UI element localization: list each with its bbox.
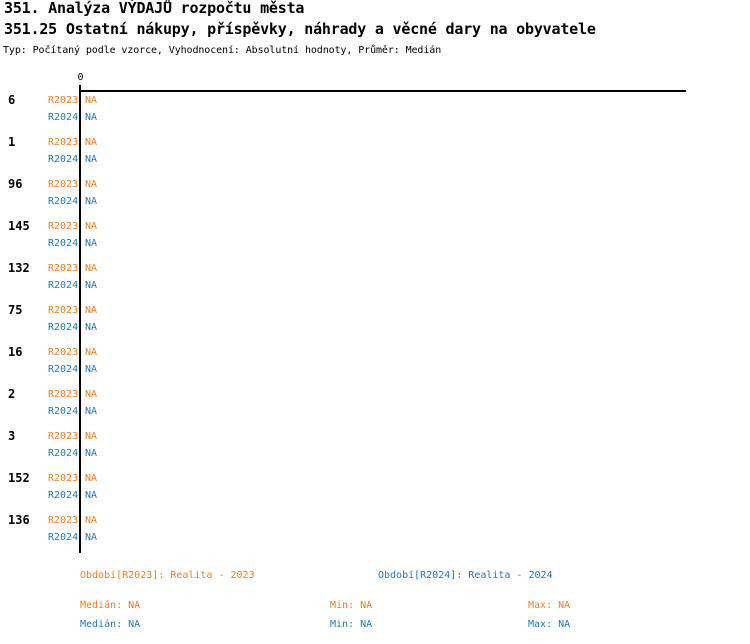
chart-row-group: 136 R2023 NA R2024 NA bbox=[0, 513, 750, 545]
series-r2023-value: NA bbox=[85, 515, 98, 526]
series-r2024-value: NA bbox=[85, 448, 98, 459]
x-axis-zero-tick-label: 0 bbox=[77, 72, 84, 83]
series-r2024-label: R2024 bbox=[48, 280, 79, 291]
chart-row-group: 1 R2023 NA R2024 NA bbox=[0, 135, 750, 167]
chart-meta-line: Typ: Počítaný podle vzorce, Vyhodnocení:… bbox=[3, 45, 442, 56]
series-r2024-label: R2024 bbox=[48, 196, 79, 207]
series-r2023-label: R2023 bbox=[48, 95, 79, 106]
series-r2023-value: NA bbox=[85, 431, 98, 442]
chart-row-group: 145 R2023 NA R2024 NA bbox=[0, 219, 750, 251]
series-r2024-label: R2024 bbox=[48, 364, 79, 375]
series-r2023-label: R2023 bbox=[48, 305, 79, 316]
row-category-label: 145 bbox=[8, 219, 30, 233]
y-axis-line bbox=[79, 85, 81, 553]
series-r2024-value: NA bbox=[85, 532, 98, 543]
chart-rows: 6 R2023 NA R2024 NA 1 R2023 NA R2024 NA … bbox=[0, 93, 750, 545]
stats-r2023-max: Max: NA bbox=[528, 600, 571, 611]
chart-row-group: 16 R2023 NA R2024 NA bbox=[0, 345, 750, 377]
row-category-label: 3 bbox=[8, 429, 16, 443]
series-r2023-label: R2023 bbox=[48, 263, 79, 274]
series-r2024-label: R2024 bbox=[48, 238, 79, 249]
series-r2023-label: R2023 bbox=[48, 221, 79, 232]
series-r2024-label: R2024 bbox=[48, 448, 79, 459]
series-r2023-label: R2023 bbox=[48, 515, 79, 526]
row-category-label: 132 bbox=[8, 261, 30, 275]
series-r2023-value: NA bbox=[85, 305, 98, 316]
stats-r2024-median: Medián: NA bbox=[80, 619, 141, 630]
stats-r2024-min: Min: NA bbox=[330, 619, 373, 630]
series-r2023-value: NA bbox=[85, 347, 98, 358]
series-r2024-value: NA bbox=[85, 238, 98, 249]
series-r2024-label: R2024 bbox=[48, 532, 79, 543]
series-r2023-label: R2023 bbox=[48, 431, 79, 442]
series-r2023-value: NA bbox=[85, 137, 98, 148]
legend-period-r2023: Období[R2023]: Realita - 2023 bbox=[80, 570, 255, 581]
series-r2024-value: NA bbox=[85, 280, 98, 291]
row-category-label: 136 bbox=[8, 513, 30, 527]
chart-row-group: 132 R2023 NA R2024 NA bbox=[0, 261, 750, 293]
series-r2023-label: R2023 bbox=[48, 389, 79, 400]
series-r2023-value: NA bbox=[85, 221, 98, 232]
chart-row-group: 6 R2023 NA R2024 NA bbox=[0, 93, 750, 125]
series-r2023-label: R2023 bbox=[48, 347, 79, 358]
series-r2024-label: R2024 bbox=[48, 322, 79, 333]
chart-row-group: 152 R2023 NA R2024 NA bbox=[0, 471, 750, 503]
stats-r2023-min: Min: NA bbox=[330, 600, 373, 611]
page-subtitle: 351.25 Ostatní nákupy, příspěvky, náhrad… bbox=[4, 20, 596, 38]
row-category-label: 75 bbox=[8, 303, 23, 317]
chart-row-group: 75 R2023 NA R2024 NA bbox=[0, 303, 750, 335]
series-r2023-value: NA bbox=[85, 95, 98, 106]
row-category-label: 152 bbox=[8, 471, 30, 485]
stats-r2023-median: Medián: NA bbox=[80, 600, 141, 611]
series-r2024-value: NA bbox=[85, 490, 98, 501]
stats-r2024-max: Max: NA bbox=[528, 619, 571, 630]
chart-row-group: 96 R2023 NA R2024 NA bbox=[0, 177, 750, 209]
x-axis-line bbox=[79, 90, 686, 92]
page-title: 351. Analýza VÝDAJŮ rozpočtu města bbox=[4, 0, 305, 17]
row-category-label: 6 bbox=[8, 93, 16, 107]
series-r2023-value: NA bbox=[85, 179, 98, 190]
legend-period-r2024: Období[R2024]: Realita - 2024 bbox=[378, 570, 553, 581]
series-r2023-value: NA bbox=[85, 263, 98, 274]
series-r2024-value: NA bbox=[85, 112, 98, 123]
series-r2024-value: NA bbox=[85, 154, 98, 165]
series-r2023-value: NA bbox=[85, 473, 98, 484]
series-r2024-label: R2024 bbox=[48, 154, 79, 165]
series-r2024-value: NA bbox=[85, 406, 98, 417]
row-category-label: 1 bbox=[8, 135, 16, 149]
row-category-label: 16 bbox=[8, 345, 23, 359]
row-category-label: 2 bbox=[8, 387, 16, 401]
row-category-label: 96 bbox=[8, 177, 23, 191]
series-r2024-value: NA bbox=[85, 196, 98, 207]
series-r2023-label: R2023 bbox=[48, 179, 79, 190]
series-r2023-value: NA bbox=[85, 389, 98, 400]
series-r2024-label: R2024 bbox=[48, 112, 79, 123]
series-r2023-label: R2023 bbox=[48, 137, 79, 148]
series-r2023-label: R2023 bbox=[48, 473, 79, 484]
series-r2024-label: R2024 bbox=[48, 490, 79, 501]
series-r2024-value: NA bbox=[85, 322, 98, 333]
chart-row-group: 3 R2023 NA R2024 NA bbox=[0, 429, 750, 461]
series-r2024-label: R2024 bbox=[48, 406, 79, 417]
series-r2024-value: NA bbox=[85, 364, 98, 375]
chart-row-group: 2 R2023 NA R2024 NA bbox=[0, 387, 750, 419]
